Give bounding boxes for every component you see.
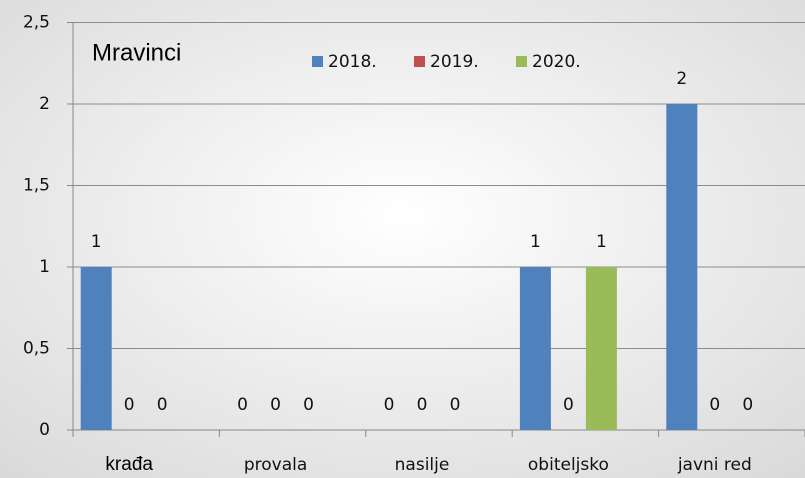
x-tick-label: krađa <box>105 454 153 475</box>
y-tick-label: 1 <box>39 257 50 277</box>
data-label: 0 <box>270 395 281 415</box>
legend-swatch <box>414 56 425 67</box>
x-tick-label: nasilje <box>395 455 450 475</box>
data-label: 0 <box>303 395 314 415</box>
bar <box>519 267 551 430</box>
bar <box>80 267 112 430</box>
legend-label: 2019. <box>430 52 479 72</box>
y-tick-label: 2,5 <box>23 13 50 33</box>
data-label: 0 <box>384 395 395 415</box>
data-label: 1 <box>530 232 541 252</box>
x-tick-label: provala <box>244 455 307 475</box>
x-tick-label: obiteljsko <box>528 455 609 475</box>
data-label: 0 <box>237 395 248 415</box>
y-tick-label: 0,5 <box>23 339 50 359</box>
data-label: 1 <box>596 232 607 252</box>
y-tick-label: 2 <box>39 94 50 114</box>
data-label: 0 <box>157 395 168 415</box>
legend-swatch <box>516 56 527 67</box>
legend-label: 2018. <box>328 52 377 72</box>
bar <box>666 104 698 430</box>
data-label: 0 <box>417 395 428 415</box>
x-tick-label: javni red <box>677 455 752 475</box>
data-label: 0 <box>742 395 753 415</box>
bar <box>585 267 617 430</box>
data-label: 1 <box>91 232 102 252</box>
data-label: 0 <box>124 395 135 415</box>
y-tick-label: 0 <box>39 420 50 440</box>
y-tick-label: 1,5 <box>23 176 50 196</box>
data-label: 0 <box>709 395 720 415</box>
data-label: 0 <box>563 395 574 415</box>
data-label: 0 <box>450 395 461 415</box>
data-label: 2 <box>676 69 687 89</box>
chart-title: Mravinci <box>92 39 181 66</box>
legend-swatch <box>312 56 323 67</box>
legend-label: 2020. <box>532 52 581 72</box>
